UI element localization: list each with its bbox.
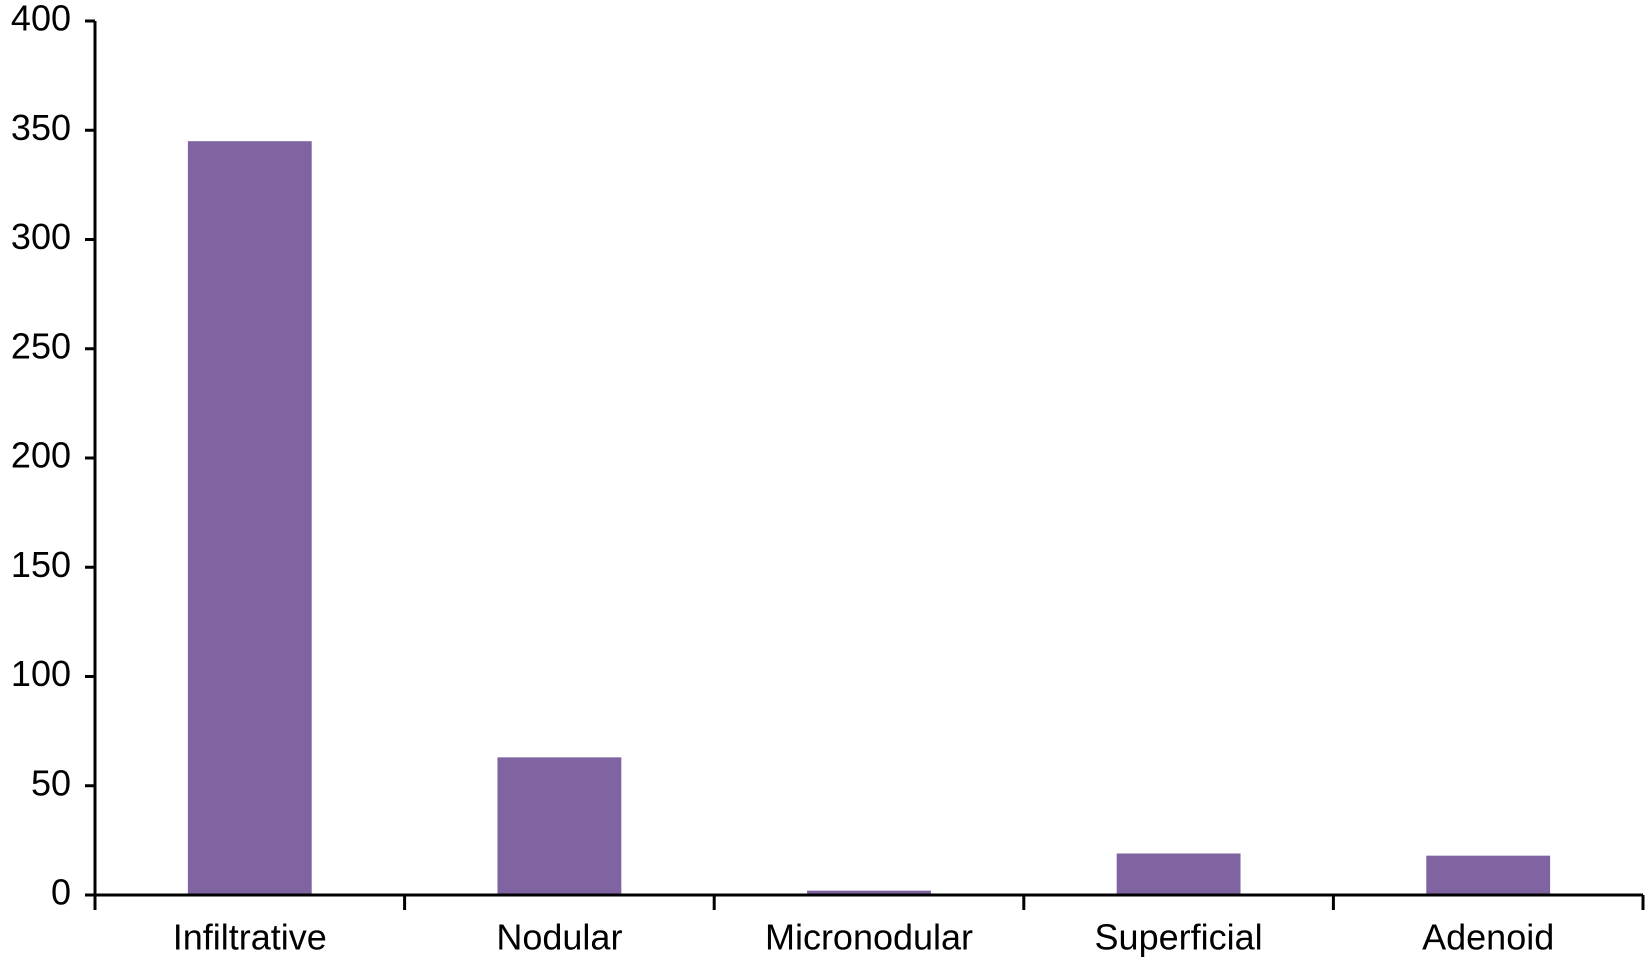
bar (187, 141, 312, 896)
y-tick-label: 150 (11, 544, 71, 585)
x-tick-label: Nodular (496, 917, 622, 958)
bar (1426, 855, 1551, 895)
bar (1116, 853, 1241, 895)
y-tick-label: 300 (11, 216, 71, 257)
y-tick-label: 0 (51, 872, 71, 913)
x-tick-label: Micronodular (765, 917, 973, 958)
y-tick-label: 400 (11, 0, 71, 39)
x-tick-label: Superficial (1095, 917, 1263, 958)
x-tick-label: Infiltrative (173, 917, 327, 958)
y-tick-label: 250 (11, 325, 71, 366)
y-tick-label: 350 (11, 107, 71, 148)
y-tick-label: 200 (11, 435, 71, 476)
y-tick-label: 100 (11, 653, 71, 694)
bar (497, 757, 622, 895)
bar (807, 890, 931, 895)
x-tick-label: Adenoid (1422, 917, 1554, 958)
y-tick-label: 50 (31, 762, 71, 803)
